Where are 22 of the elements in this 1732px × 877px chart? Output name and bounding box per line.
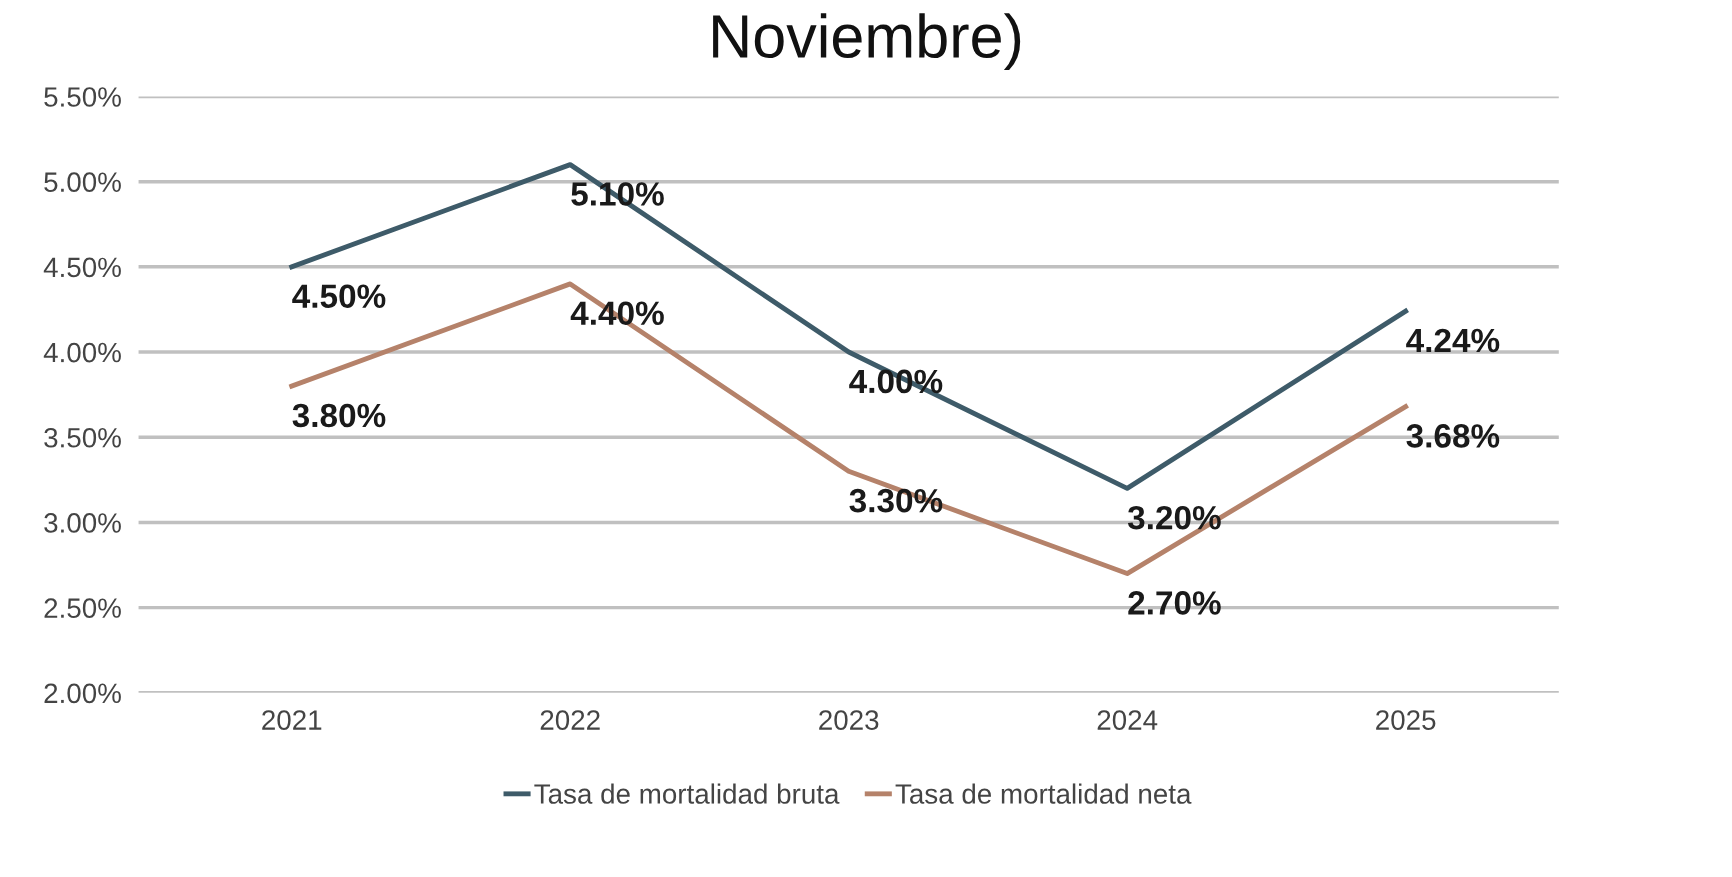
y-tick-label: 4.50% bbox=[43, 257, 121, 278]
x-tick-label: 2025 bbox=[1376, 710, 1436, 730]
y-tick-label: 2.00% bbox=[44, 683, 121, 704]
y-tick-label: 5.00% bbox=[44, 172, 121, 192]
y-tick-label: 3.50% bbox=[44, 427, 121, 448]
x-tick-label: 2024 bbox=[1097, 710, 1158, 730]
y-tick-label: 4.00% bbox=[43, 342, 121, 363]
chart-title: Noviembre) bbox=[713, 13, 1021, 71]
y-tick-label: 3.00% bbox=[44, 513, 121, 533]
legend-label: Tasa de mortalidad neta bbox=[895, 783, 1192, 804]
x-tick-label: 2023 bbox=[819, 710, 879, 730]
data-label: 3.68% bbox=[1406, 424, 1500, 448]
data-label: 3.80% bbox=[292, 403, 386, 428]
x-tick-label: 2021 bbox=[262, 710, 322, 730]
y-tick-label: 5.50% bbox=[44, 87, 121, 107]
legend-label: Tasa de mortalidad bruta bbox=[534, 783, 840, 804]
data-label: 4.24% bbox=[1406, 328, 1500, 353]
y-tick-label: 2.50% bbox=[44, 598, 121, 618]
x-tick-label: 2022 bbox=[540, 710, 600, 730]
data-label: 2.70% bbox=[1128, 591, 1221, 615]
data-label: 3.20% bbox=[1127, 505, 1221, 530]
data-label: 4.50% bbox=[292, 284, 386, 309]
